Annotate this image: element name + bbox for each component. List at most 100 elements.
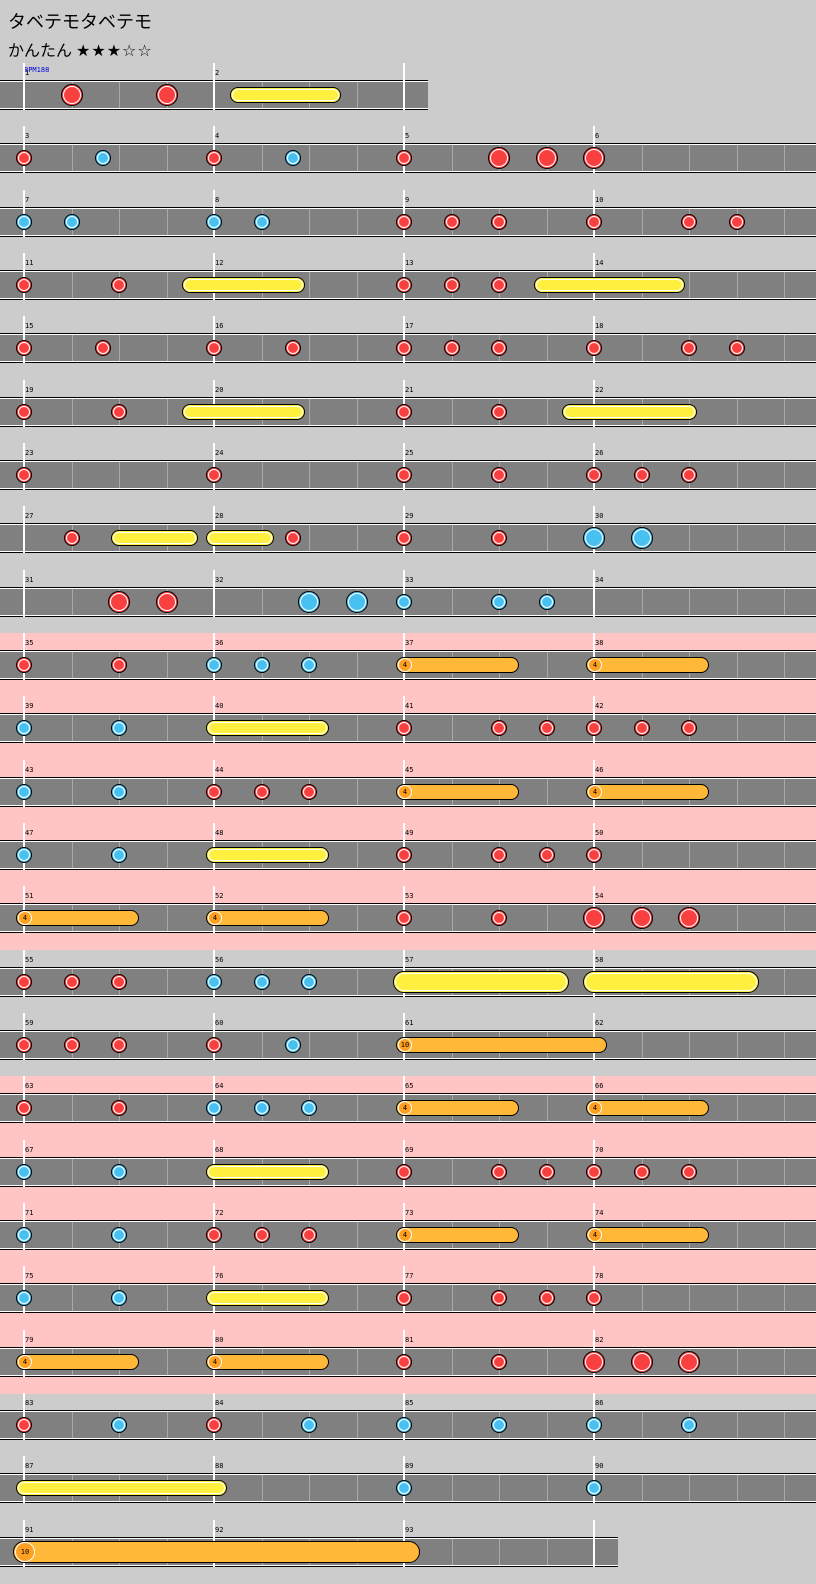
- balloon-count: 10: [15, 1542, 35, 1562]
- measure-number: 16: [215, 322, 224, 330]
- don-note: [681, 720, 697, 736]
- beat-line: [357, 905, 358, 931]
- don-big-note: [631, 907, 653, 929]
- beat-line: [357, 1349, 358, 1375]
- don-big-note: [583, 1351, 605, 1373]
- balloon-note: 4: [206, 1354, 329, 1370]
- don-note: [396, 404, 412, 420]
- don-note: [396, 1354, 412, 1370]
- ka-note: [491, 594, 507, 610]
- don-note: [586, 1290, 602, 1306]
- measure-number: 84: [215, 1399, 224, 1407]
- don-note: [396, 847, 412, 863]
- balloon-count: 4: [398, 1228, 412, 1242]
- ka-note: [586, 1480, 602, 1496]
- bar-line: [403, 253, 405, 300]
- don-note: [206, 340, 222, 356]
- beat-line: [357, 715, 358, 741]
- measure-number: 32: [215, 576, 224, 584]
- beat-line: [167, 1285, 168, 1311]
- bar-line: [403, 760, 405, 807]
- bar-line: [593, 696, 595, 743]
- measure-number: 8: [215, 196, 220, 204]
- measure-number: 58: [595, 956, 604, 964]
- beat-line: [357, 1285, 358, 1311]
- beat-line: [784, 905, 785, 931]
- measure-number: 19: [25, 386, 34, 394]
- bar-line: [23, 633, 25, 680]
- ka-note: [254, 214, 270, 230]
- don-big-note: [488, 147, 510, 169]
- ka-note: [285, 150, 301, 166]
- song-title: タベテモタベテモ: [8, 12, 152, 33]
- bar-line: [23, 126, 25, 173]
- beat-line: [547, 652, 548, 678]
- measure-number: 30: [595, 512, 604, 520]
- beat-line: [72, 335, 73, 361]
- beat-line: [547, 209, 548, 235]
- don-note: [586, 340, 602, 356]
- beat-line: [167, 652, 168, 678]
- beat-line: [547, 779, 548, 805]
- beat-line: [357, 779, 358, 805]
- bar-line: [593, 316, 595, 363]
- balloon-count: 4: [588, 785, 602, 799]
- measure-number: 4: [215, 132, 220, 140]
- ka-note: [301, 657, 317, 673]
- don-note: [64, 974, 80, 990]
- don-note: [681, 467, 697, 483]
- measure-number: 65: [405, 1082, 414, 1090]
- beat-line: [72, 1285, 73, 1311]
- bar-line: [213, 950, 215, 997]
- measure-number: 83: [25, 1399, 34, 1407]
- measure-number: 17: [405, 322, 414, 330]
- don-big-note: [678, 1351, 700, 1373]
- bar-line: [593, 633, 595, 680]
- beat-line: [737, 145, 738, 171]
- don-note: [491, 467, 507, 483]
- don-note: [396, 530, 412, 546]
- don-note: [729, 340, 745, 356]
- balloon-count: 4: [208, 1355, 222, 1369]
- measure-number: 55: [25, 956, 34, 964]
- measure-number: 54: [595, 892, 604, 900]
- bar-line: [403, 316, 405, 363]
- note-lane: [0, 713, 816, 743]
- beat-line: [452, 1285, 453, 1311]
- note-lane: [0, 1030, 816, 1060]
- drumroll-note: [562, 404, 697, 420]
- bar-line: [403, 823, 405, 870]
- beat-line: [737, 905, 738, 931]
- don-note: [634, 720, 650, 736]
- bar-line: [213, 1013, 215, 1060]
- ka-note: [206, 657, 222, 673]
- beat-line: [167, 1349, 168, 1375]
- don-big-note: [536, 147, 558, 169]
- beat-line: [357, 1412, 358, 1438]
- don-big-note: [108, 591, 130, 613]
- measure-number: 23: [25, 449, 34, 457]
- beat-line: [167, 335, 168, 361]
- beat-line: [357, 1475, 358, 1501]
- don-note: [444, 214, 460, 230]
- beat-line: [357, 209, 358, 235]
- measure-number: 70: [595, 1146, 604, 1154]
- balloon-note: 4: [396, 1100, 519, 1116]
- don-big-note: [156, 591, 178, 613]
- bar-line: [213, 63, 215, 110]
- drumroll-note: [393, 971, 569, 993]
- ka-note: [396, 1417, 412, 1433]
- beat-line: [357, 272, 358, 298]
- beat-line: [547, 905, 548, 931]
- beat-line: [72, 842, 73, 868]
- beat-line: [784, 842, 785, 868]
- bar-line: [593, 1203, 595, 1250]
- beat-line: [547, 1095, 548, 1121]
- balloon-note: 4: [586, 657, 709, 673]
- beat-line: [499, 1539, 500, 1565]
- measure-number: 78: [595, 1272, 604, 1280]
- measure-number: 31: [25, 576, 34, 584]
- don-note: [16, 340, 32, 356]
- beat-line: [357, 1222, 358, 1248]
- measure-number: 42: [595, 702, 604, 710]
